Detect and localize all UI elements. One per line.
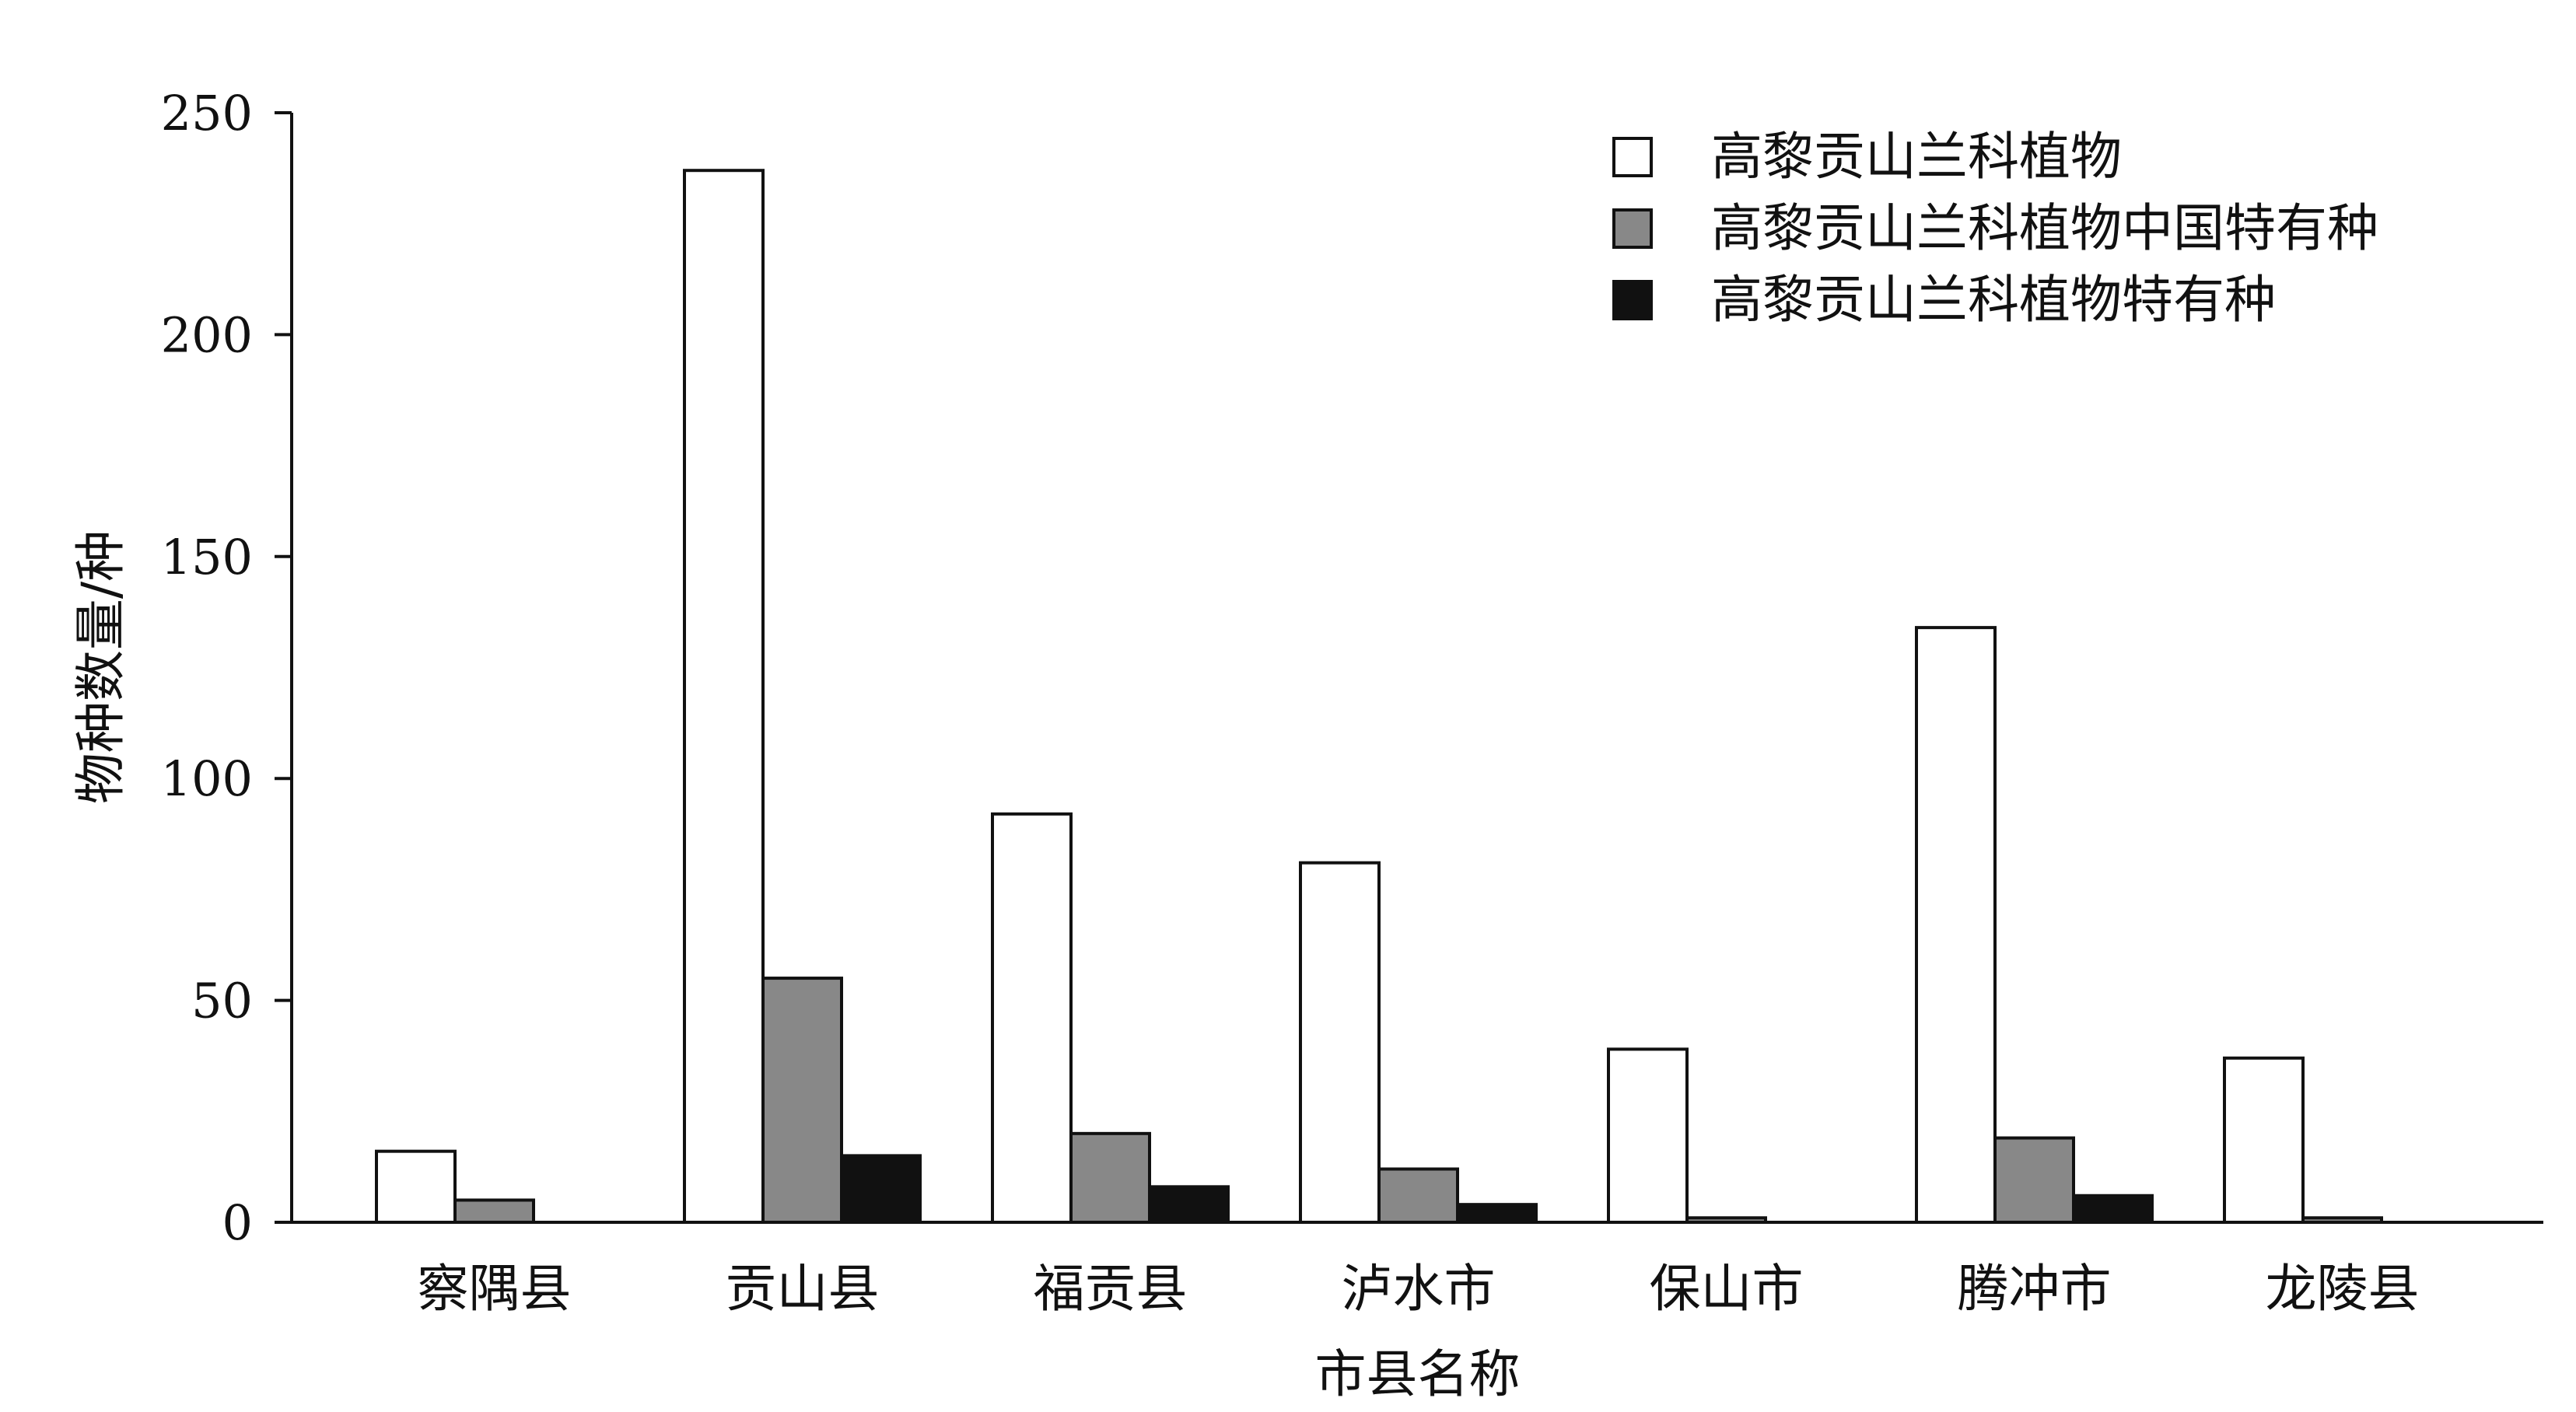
legend-label: 高黎贡山兰科植物中国特有种 xyxy=(1711,198,2378,258)
bar-5-series-0 xyxy=(1915,626,1997,1224)
y-tick-label: 100 xyxy=(161,750,253,807)
x-category-labels: 察隅县 贡山县 福贡县 泸水市 保山市 腾冲市 龙陵县 xyxy=(418,1259,2420,1319)
bar-2-series-2 xyxy=(1148,1185,1230,1225)
x-tick-label: 泸水市 xyxy=(1342,1259,1496,1319)
y-ticks: 0 50 100 150 200 250 xyxy=(161,85,292,1251)
bar-2-series-1 xyxy=(1069,1131,1151,1224)
y-tick-label: 200 xyxy=(161,306,253,363)
bar-0-series-1 xyxy=(453,1198,535,1224)
bar-5-series-1 xyxy=(1993,1136,2075,1224)
bar-1-series-0 xyxy=(683,169,765,1225)
bar-2-series-0 xyxy=(991,812,1073,1224)
bars-layer xyxy=(375,169,2383,1225)
bar-3-series-1 xyxy=(1377,1167,1459,1225)
axes-layer xyxy=(290,113,2543,1224)
bar-3-series-2 xyxy=(1456,1203,1538,1224)
x-tick-label: 察隅县 xyxy=(418,1259,572,1319)
bar-1-series-1 xyxy=(761,977,843,1225)
legend-label: 高黎贡山兰科植物 xyxy=(1711,127,2122,187)
bar-3-series-0 xyxy=(1299,861,1381,1224)
x-tick-label: 腾冲市 xyxy=(1958,1259,2112,1319)
y-tick-label: 250 xyxy=(161,85,253,142)
x-tick-label: 福贡县 xyxy=(1034,1259,1188,1319)
bar-6-series-0 xyxy=(2223,1056,2305,1224)
bar-1-series-2 xyxy=(840,1154,922,1225)
legend-label: 高黎贡山兰科植物特有种 xyxy=(1711,270,2276,330)
x-axis-title: 市县名称 xyxy=(1315,1344,1521,1404)
bar-5-series-2 xyxy=(2072,1194,2154,1224)
bar-0-series-0 xyxy=(375,1149,457,1224)
y-tick-label: 0 xyxy=(222,1194,253,1251)
y-tick-label: 50 xyxy=(191,973,253,1029)
legend-swatch xyxy=(1612,208,1653,249)
x-tick-label: 龙陵县 xyxy=(2266,1259,2420,1319)
bar-4-series-0 xyxy=(1607,1047,1689,1224)
x-tick-label: 贡山县 xyxy=(726,1259,880,1319)
legend-swatch xyxy=(1612,137,1653,177)
y-tick-label: 150 xyxy=(161,529,253,585)
legend-swatch xyxy=(1612,280,1653,320)
y-axis-title: 物种数量/种 xyxy=(71,530,131,804)
x-tick-label: 保山市 xyxy=(1650,1259,1804,1319)
